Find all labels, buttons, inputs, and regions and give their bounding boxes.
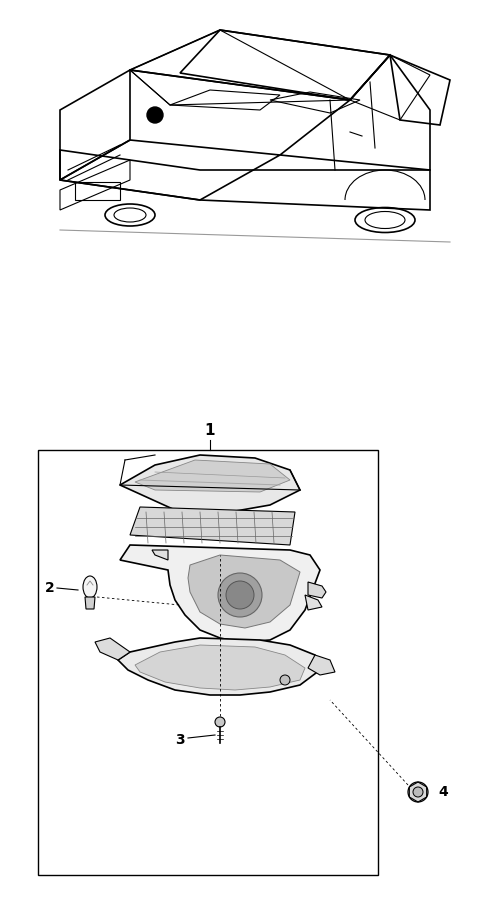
Polygon shape bbox=[130, 507, 295, 545]
Text: 3: 3 bbox=[175, 733, 185, 747]
Circle shape bbox=[215, 717, 225, 727]
Polygon shape bbox=[305, 595, 322, 610]
Circle shape bbox=[280, 675, 290, 685]
Text: 2: 2 bbox=[45, 581, 55, 595]
Ellipse shape bbox=[83, 576, 97, 598]
Text: 1: 1 bbox=[205, 423, 215, 438]
Circle shape bbox=[218, 573, 262, 617]
Polygon shape bbox=[120, 455, 300, 512]
Circle shape bbox=[147, 107, 163, 123]
Text: 4: 4 bbox=[438, 785, 448, 799]
Polygon shape bbox=[135, 460, 290, 492]
Polygon shape bbox=[120, 545, 320, 642]
Polygon shape bbox=[308, 655, 335, 675]
Polygon shape bbox=[95, 638, 130, 660]
Circle shape bbox=[226, 581, 254, 609]
Polygon shape bbox=[85, 597, 95, 609]
Polygon shape bbox=[308, 582, 326, 598]
Circle shape bbox=[408, 782, 428, 802]
Polygon shape bbox=[135, 645, 305, 690]
Polygon shape bbox=[152, 550, 168, 560]
Polygon shape bbox=[188, 555, 300, 628]
Circle shape bbox=[413, 787, 423, 797]
Polygon shape bbox=[118, 638, 320, 695]
